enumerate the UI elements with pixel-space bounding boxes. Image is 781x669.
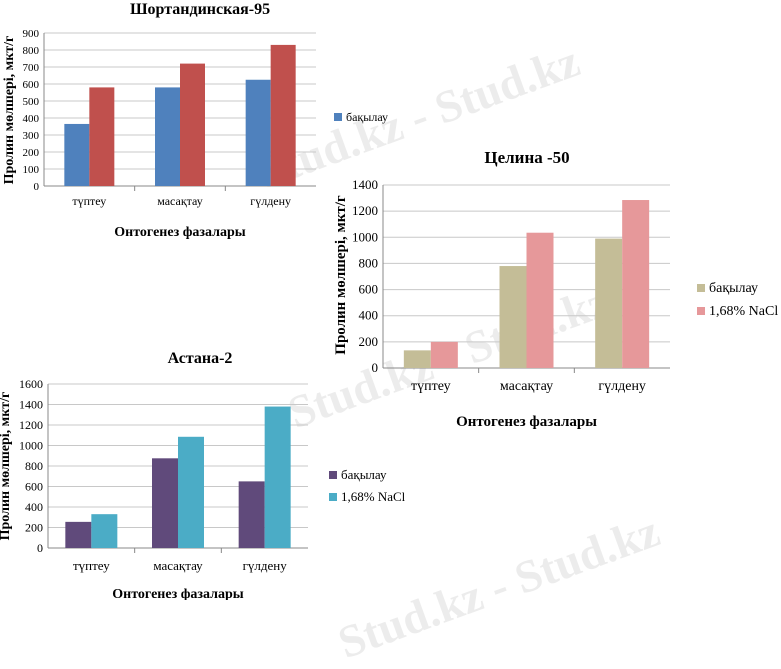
y-tick-label: 800: [25, 459, 43, 473]
legend-swatch: [697, 307, 705, 315]
y-tick-label: 300: [23, 130, 40, 142]
y-axis-label: Пролин мөлшері, мкт/г: [0, 392, 13, 541]
y-axis-label: Пролин мөлшері, мкт/г: [2, 36, 17, 185]
y-tick-label: 200: [25, 521, 43, 535]
bar: [155, 87, 180, 186]
x-tick-label: масақтау: [157, 194, 203, 208]
x-axis-label: Онтогенез фазалары: [456, 414, 597, 430]
y-tick-label: 0: [372, 360, 379, 375]
x-tick-label: түптеу: [72, 194, 106, 208]
x-tick-label: масақтау: [153, 558, 203, 573]
y-tick-label: 400: [23, 113, 40, 125]
y-tick-label: 1000: [352, 229, 378, 244]
y-tick-label: 200: [23, 147, 40, 159]
bar: [152, 458, 178, 548]
legend-swatch: [697, 284, 705, 292]
y-tick-label: 400: [359, 308, 379, 323]
chart-shortandinskaya: 0 100 200 300 400 500 600 700 800 900 түптеу масақт…: [0, 1, 778, 600]
bar: [526, 232, 554, 368]
legend-swatch: [329, 493, 337, 501]
legend-swatch: [329, 471, 337, 479]
bar: [178, 436, 204, 548]
y-tick-label: 400: [25, 500, 43, 514]
x-tick-label: түптеу: [411, 379, 451, 394]
y-tick-label: 600: [359, 282, 379, 297]
y-tick-label: 500: [23, 96, 40, 108]
bar: [595, 238, 623, 368]
chart-title: Шортандинская-95: [130, 1, 270, 18]
y-tick-label: 900: [23, 28, 40, 40]
bar: [264, 406, 291, 548]
bar: [270, 44, 296, 187]
x-tick-label: гүлдену: [243, 558, 288, 573]
legend-label: бақылау: [346, 110, 388, 124]
bar: [91, 514, 118, 548]
legend-label: 1,68% NaCl: [709, 304, 778, 319]
y-tick-label: 1600: [19, 377, 43, 391]
y-axis-label: Пролин мөлшері, мкт/г: [333, 195, 349, 355]
bar: [64, 123, 90, 186]
legend-label: бақылау: [341, 467, 387, 482]
x-axis-label: Онтогенез фазалары: [114, 225, 246, 240]
chart-title: Астана-2: [168, 350, 233, 367]
bar: [180, 63, 205, 186]
y-tick-label: 800: [23, 45, 40, 57]
bar: [430, 341, 458, 368]
bar: [65, 521, 92, 548]
y-tick-label: 0: [34, 181, 40, 193]
x-tick-label: гүлдену: [598, 379, 646, 394]
x-tick-label: масақтау: [500, 379, 553, 394]
bar: [89, 87, 115, 186]
y-tick-label: 0: [37, 541, 43, 555]
y-tick-label: 600: [23, 79, 40, 91]
x-axis-label: Онтогенез фазалары: [112, 587, 244, 600]
y-tick-label: 1400: [352, 177, 378, 192]
bar: [622, 200, 650, 368]
bar: [403, 350, 431, 368]
y-tick-label: 1400: [19, 398, 43, 412]
y-tick-label: 200: [359, 334, 379, 349]
x-tick-label: гүлдену: [250, 194, 291, 208]
chart-title: Целина -50: [484, 148, 569, 167]
bar: [238, 481, 265, 548]
x-tick-label: түптеу: [73, 558, 110, 573]
y-tick-label: 1000: [19, 439, 43, 453]
y-tick-label: 700: [23, 62, 40, 74]
legend-label: бақылау: [709, 281, 758, 296]
y-tick-label: 1200: [352, 203, 378, 218]
y-tick-label: 1200: [19, 418, 43, 432]
legend-label: 1,68% NaCl: [341, 489, 406, 504]
legend-swatch: [334, 113, 342, 121]
bar: [499, 266, 527, 368]
y-tick-label: 800: [359, 255, 379, 270]
y-tick-label: 100: [23, 164, 40, 176]
y-tick-label: 600: [25, 480, 43, 494]
bar: [245, 79, 271, 186]
